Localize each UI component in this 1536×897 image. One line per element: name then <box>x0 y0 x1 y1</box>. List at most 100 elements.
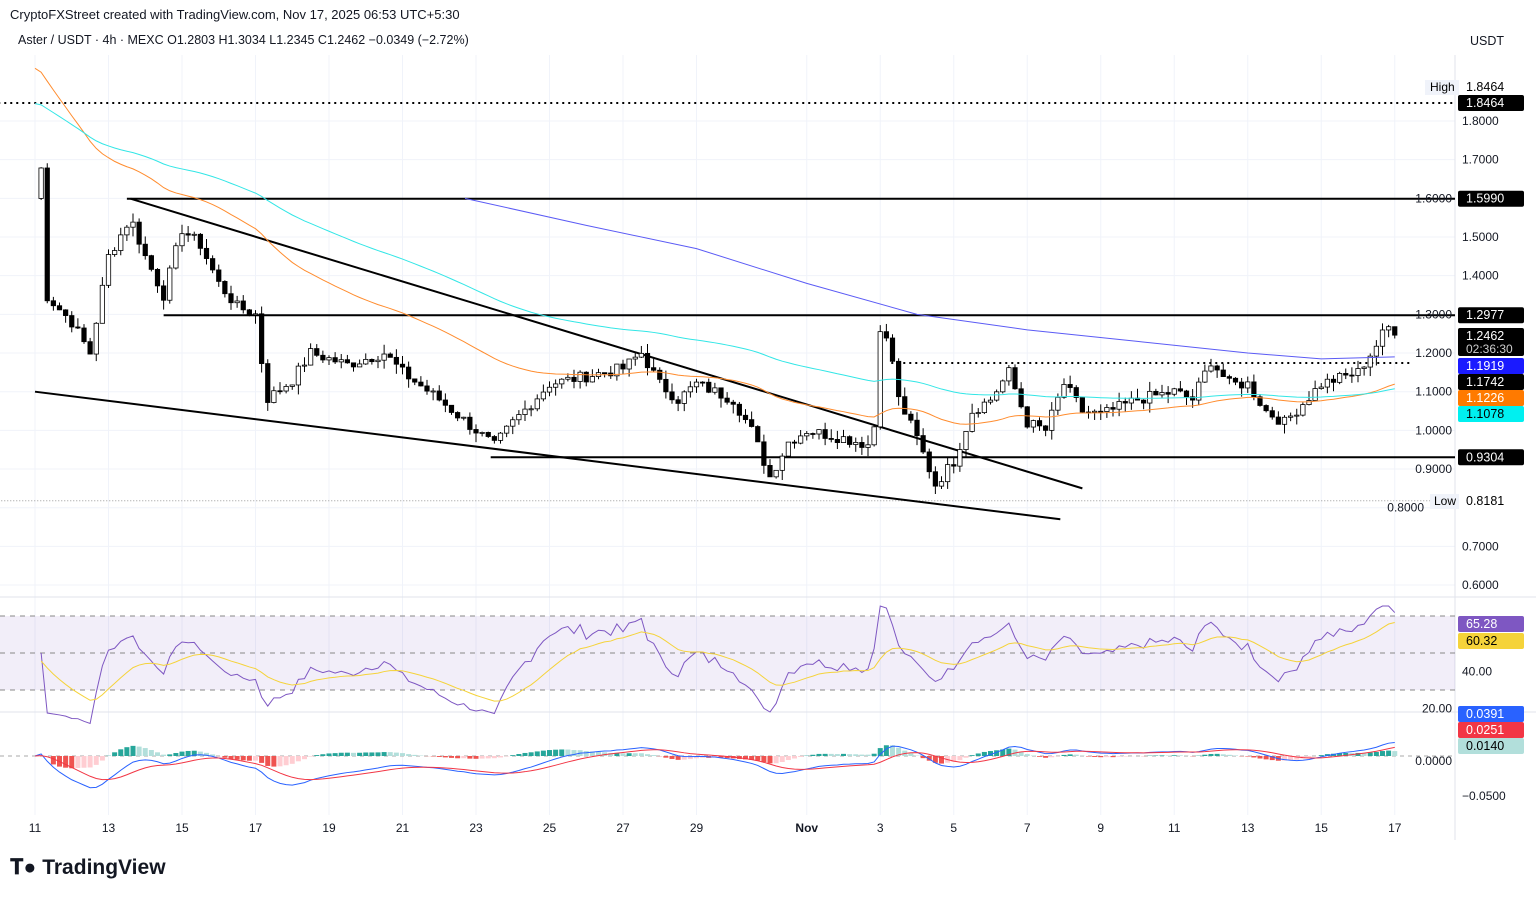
candle-body <box>167 267 173 301</box>
macd-hist-bar <box>393 752 399 756</box>
macd-hist-bar <box>1306 756 1312 758</box>
candle-body <box>589 376 595 383</box>
countdown: 02:36:30 <box>1466 342 1513 356</box>
macd-hist-bar <box>957 756 963 761</box>
macd-hist-bar <box>975 753 981 756</box>
candle-body <box>283 386 289 392</box>
candle-body <box>1159 392 1165 396</box>
rsi-band <box>0 616 1455 690</box>
rsi-value-bg <box>1458 616 1524 632</box>
macd-hist-bar <box>161 754 167 756</box>
macd-hist-bar <box>1024 754 1030 756</box>
candle-body <box>1275 416 1281 425</box>
candle-body <box>479 432 485 434</box>
macd-hist-bar <box>1361 752 1367 756</box>
date-tick: 19 <box>322 821 336 835</box>
price-tick: 0.7000 <box>1462 539 1499 553</box>
macd-hist-bar <box>1049 756 1055 758</box>
price-tick: 1.2000 <box>1415 346 1452 360</box>
macd-hist-bar <box>461 756 467 759</box>
macd-hist-bar <box>602 752 608 756</box>
macd-hist-bar <box>283 756 289 766</box>
macd-hist-bar <box>197 751 203 756</box>
macd-hist-bar <box>1208 753 1214 756</box>
candle-body <box>926 451 932 473</box>
candle-body <box>473 429 479 434</box>
candle-body <box>497 432 504 441</box>
macd-hist-bar <box>767 756 773 764</box>
macd-hist-bar <box>847 754 853 756</box>
macd-hist-bar <box>877 748 883 756</box>
macd-hist-bar <box>571 750 577 756</box>
trendline <box>34 390 1061 521</box>
candle-body <box>1306 400 1312 405</box>
candle-body <box>455 412 461 419</box>
rsi-pane <box>0 615 1455 691</box>
macd-hist-bar <box>130 745 136 756</box>
rsi-line <box>40 605 1396 725</box>
price-label-bg <box>1458 449 1524 466</box>
candle-body <box>1373 345 1379 357</box>
candle-body <box>516 414 522 421</box>
candle-body <box>565 376 571 380</box>
macd-hist-bar <box>951 756 957 762</box>
candle-body <box>418 381 424 387</box>
signal-value: 0.0251 <box>1466 723 1504 737</box>
candle-body <box>1171 388 1177 395</box>
candle-body <box>203 247 210 259</box>
candle-body <box>828 438 834 440</box>
candle-body <box>118 234 124 251</box>
price-label-bg <box>1458 95 1524 112</box>
candle-body <box>338 359 344 363</box>
macd-hist-bar <box>87 756 93 768</box>
date-tick: Nov <box>795 821 818 835</box>
macd-hist-bar <box>406 754 412 756</box>
candle-body <box>1392 326 1398 336</box>
macd-hist-bar <box>939 756 944 764</box>
candle-body <box>620 363 626 370</box>
candle-body <box>614 363 620 377</box>
price-label: 1.1919 <box>1466 359 1504 373</box>
candle-body <box>602 372 608 375</box>
candle-body <box>540 391 546 400</box>
macd-hist-bar <box>498 756 503 758</box>
candle-body <box>1177 388 1183 392</box>
candle-body <box>105 254 112 286</box>
currency-label[interactable]: USDT <box>1470 34 1505 48</box>
rsi-ma-value-bg <box>1458 633 1524 649</box>
candle-body <box>289 384 295 387</box>
macd-hist-bar <box>651 755 657 756</box>
macd-hist-bar <box>455 756 461 759</box>
candle-body <box>938 481 945 487</box>
macd-hist-bar <box>510 755 516 756</box>
macd-hist-bar <box>436 756 442 757</box>
date-tick: 17 <box>249 821 263 835</box>
signal-value-bg <box>1458 722 1524 738</box>
candle-body <box>1079 397 1085 413</box>
candle-body <box>1165 392 1171 395</box>
macd-hist-bar <box>1092 756 1098 757</box>
candle-body <box>742 414 749 421</box>
candle-body <box>1208 365 1214 372</box>
macd-hist-bar <box>565 749 571 756</box>
low-value: 0.8181 <box>1466 494 1504 508</box>
high-label-bg <box>1425 80 1459 95</box>
candle-body <box>798 435 804 444</box>
tradingview-logo[interactable]: 𝐓● TradingView <box>10 856 166 880</box>
candle-body <box>583 371 589 383</box>
candle-body <box>681 391 687 404</box>
date-tick: 23 <box>469 821 483 835</box>
price-label-bg <box>1458 374 1524 390</box>
candle-body <box>804 433 810 437</box>
macd-hist-bar <box>326 753 332 756</box>
candle-body <box>161 285 167 301</box>
macd-hist-bar <box>834 754 840 756</box>
candle-body <box>644 352 651 369</box>
macd-hist-bar <box>1000 749 1006 756</box>
candle-body <box>994 391 1000 401</box>
candle-body <box>50 300 56 307</box>
hist-value: 0.0140 <box>1466 739 1504 753</box>
candle-body <box>871 426 877 446</box>
candle-body <box>840 436 847 443</box>
